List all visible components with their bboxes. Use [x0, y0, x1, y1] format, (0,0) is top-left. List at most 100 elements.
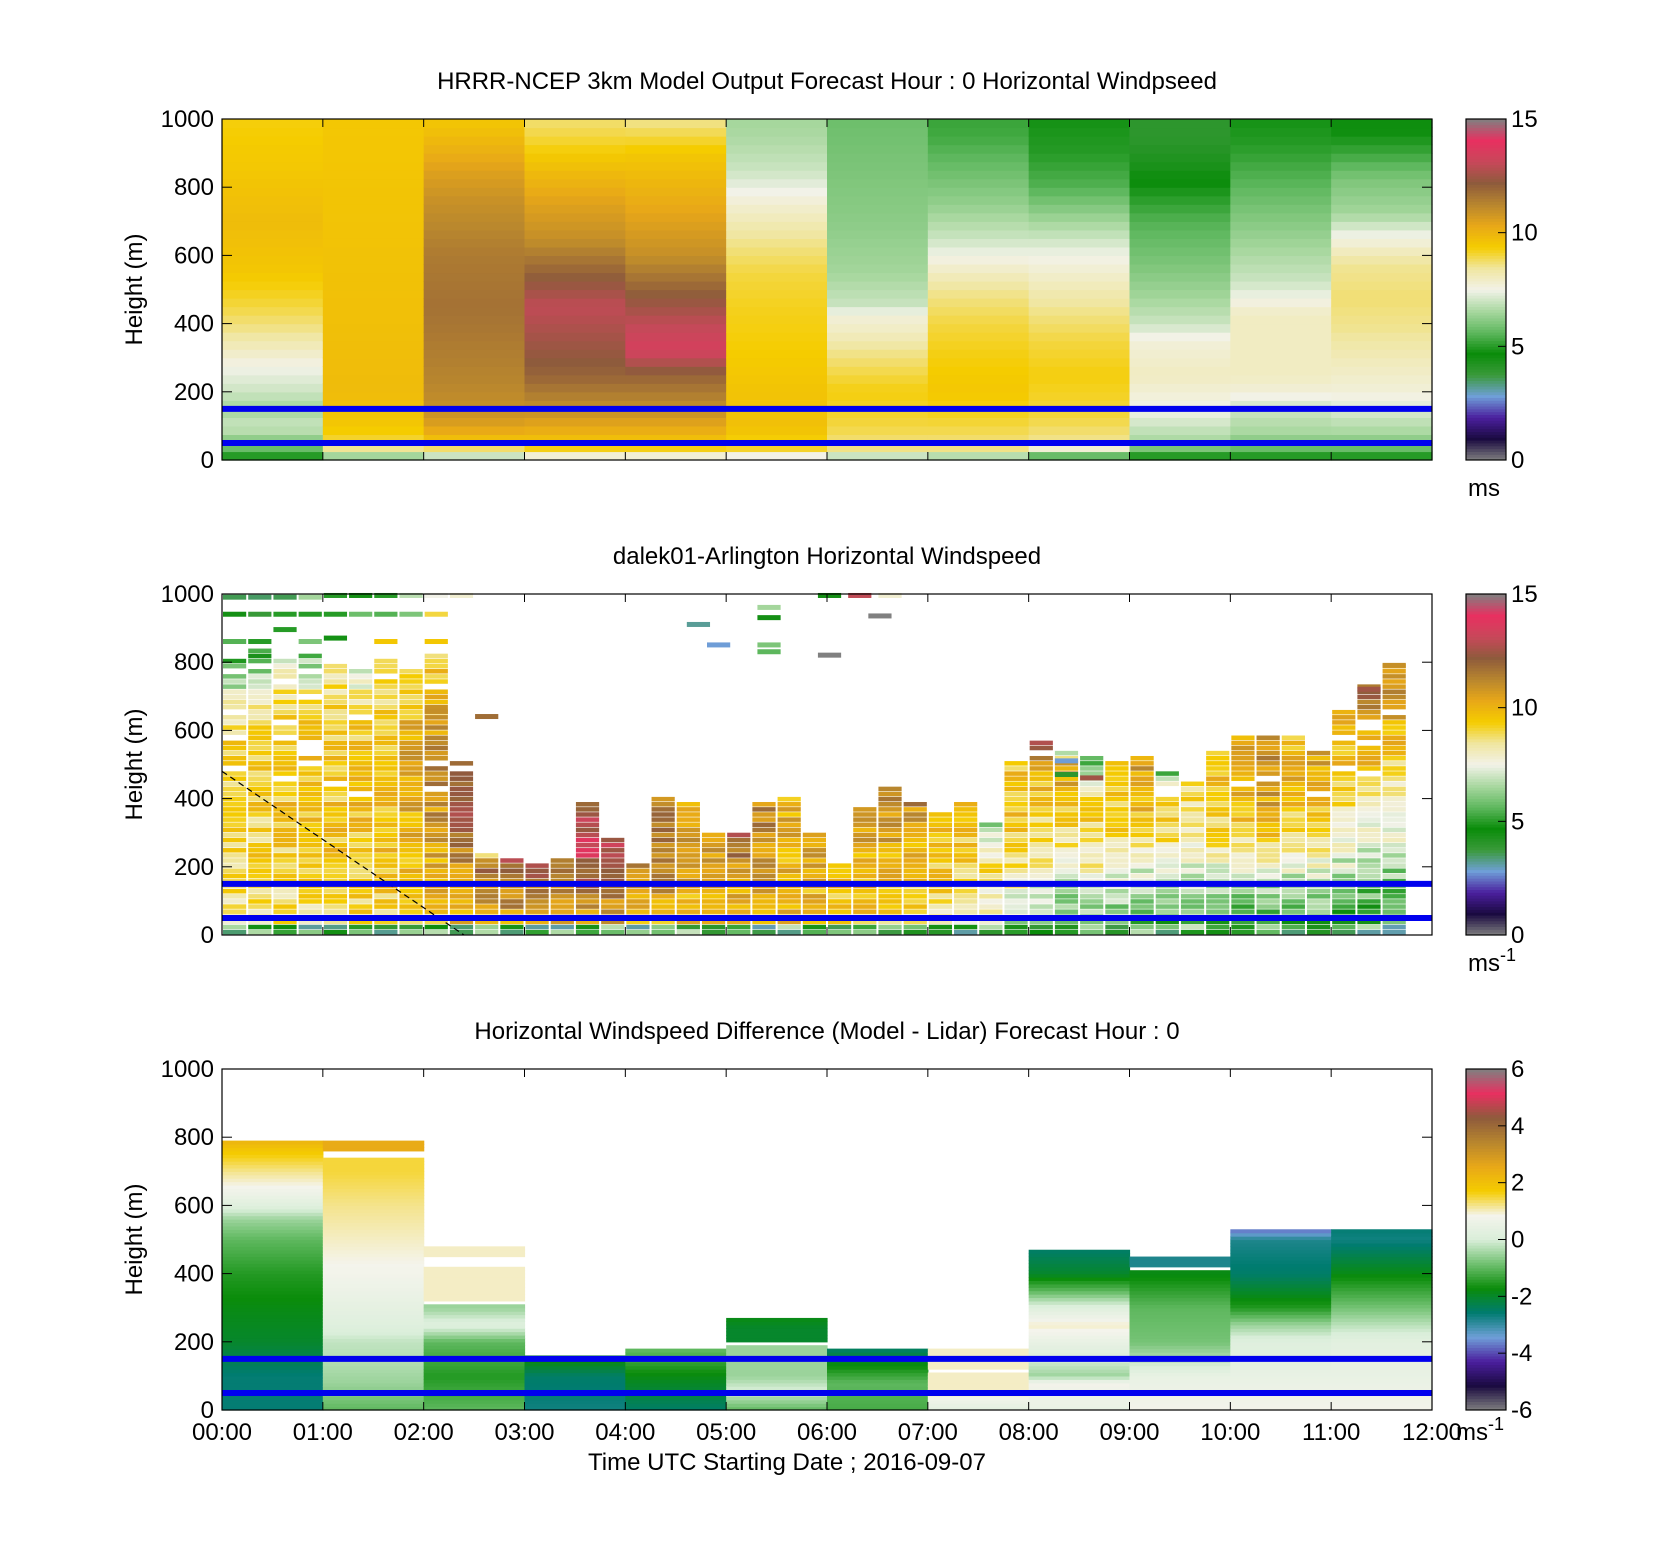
heatmap-cell	[322, 1140, 425, 1145]
heatmap-cell	[1281, 894, 1305, 899]
heatmap-cell	[1331, 153, 1433, 163]
heatmap-cell	[322, 1287, 425, 1292]
heatmap-cell	[322, 315, 425, 325]
heatmap-cell	[802, 848, 826, 853]
heatmap-cell	[1331, 451, 1433, 461]
heatmap-cell	[1155, 924, 1179, 930]
heatmap-cell	[524, 417, 626, 427]
heatmap-cell	[1180, 924, 1205, 930]
heatmap-cell	[802, 858, 826, 863]
heatmap-cell	[1080, 842, 1104, 848]
heatmap-cell	[1382, 720, 1406, 725]
heatmap-cell	[524, 1362, 626, 1367]
heatmap-cell	[1129, 374, 1231, 384]
heatmap-cell	[1130, 929, 1154, 935]
heatmap-cell	[449, 888, 474, 894]
heatmap-cell	[1028, 280, 1131, 291]
heatmap-cell	[248, 802, 272, 807]
heatmap-cell	[223, 761, 247, 766]
heatmap-cell	[222, 1375, 324, 1380]
heatmap-cell	[1332, 858, 1356, 863]
heatmap-cell	[399, 837, 423, 843]
colorbar-segment	[1466, 1074, 1506, 1079]
x-tick-label: 10:00	[1200, 1419, 1260, 1446]
heatmap-cell	[625, 408, 727, 418]
heatmap-cell	[449, 929, 474, 935]
heatmap-cell	[1332, 868, 1356, 874]
colorbar-segment	[1466, 1276, 1506, 1280]
heatmap-cell	[927, 221, 1030, 231]
heatmap-cell	[222, 229, 324, 239]
heatmap-cell	[1155, 919, 1179, 925]
heatmap-cell	[1357, 842, 1381, 848]
heatmap-cell	[1382, 909, 1406, 914]
heatmap-cell	[423, 136, 526, 146]
heatmap-cell	[827, 170, 929, 180]
heatmap-cell	[1357, 761, 1381, 766]
heatmap-cell	[701, 909, 726, 914]
heatmap-cell	[424, 674, 448, 679]
heatmap-cell	[1206, 899, 1230, 904]
heatmap-cell	[1130, 899, 1154, 904]
heatmap-cell	[475, 873, 499, 879]
heatmap-cell	[1029, 802, 1053, 807]
heatmap-cell	[1206, 822, 1230, 827]
heatmap-cell	[954, 817, 978, 822]
heatmap-cell	[1357, 919, 1381, 925]
heatmap-cell	[1028, 1287, 1131, 1292]
heatmap-cell	[423, 1352, 526, 1357]
heatmap-cell	[827, 1396, 929, 1401]
heatmap-cell	[424, 781, 448, 787]
colorbar-segment	[1466, 417, 1506, 421]
heatmap-cell	[273, 817, 297, 822]
heatmap-cell	[298, 868, 322, 874]
heatmap-cell	[827, 434, 929, 444]
heatmap-cell	[1004, 842, 1028, 848]
heatmap-cell	[322, 434, 425, 444]
heatmap-cell	[1331, 1365, 1433, 1370]
heatmap-cell	[322, 298, 425, 308]
heatmap-cell	[424, 873, 448, 879]
heatmap-cell	[878, 786, 902, 792]
heatmap-cell	[449, 924, 474, 930]
heatmap-cell	[1331, 204, 1433, 214]
heatmap-cell	[1230, 1382, 1332, 1387]
heatmap-cell	[726, 298, 828, 308]
heatmap-cell	[903, 848, 927, 853]
heatmap-cell	[777, 863, 801, 868]
heatmap-cell	[1105, 807, 1129, 812]
heatmap-cell	[828, 863, 852, 868]
colorbar-segment	[1466, 255, 1506, 259]
x-tick-label: 01:00	[293, 1419, 353, 1446]
heatmap-cell	[1028, 1406, 1131, 1411]
heatmap-cell	[424, 888, 448, 894]
heatmap-cell	[1332, 807, 1356, 812]
colorbar-segment	[1466, 807, 1506, 811]
heatmap-cell	[423, 340, 526, 350]
heatmap-cell	[1129, 1369, 1231, 1374]
heatmap-cell	[1281, 837, 1305, 843]
heatmap-cell	[1080, 822, 1104, 827]
colorbar-segment	[1466, 406, 1506, 410]
heatmap-cell	[1206, 812, 1230, 817]
colorbar-segment	[1466, 738, 1506, 743]
heatmap-cell	[298, 894, 322, 899]
heatmap-cell	[777, 802, 801, 807]
heatmap-cell	[752, 837, 776, 843]
heatmap-cell	[878, 888, 902, 894]
heatmap-cell	[222, 1283, 324, 1288]
colorbar-segment	[1466, 1373, 1506, 1377]
colorbar-segment	[1466, 1069, 1506, 1073]
heatmap-cell	[1028, 1311, 1131, 1316]
heatmap-cell	[449, 919, 474, 925]
heatmap-cell	[676, 868, 700, 874]
heatmap-cell	[752, 863, 776, 868]
heatmap-cell	[927, 1352, 1030, 1357]
heatmap-cell	[1129, 442, 1231, 453]
heatmap-cell	[524, 212, 626, 222]
heatmap-cell	[298, 786, 322, 792]
heatmap-cell	[298, 899, 322, 904]
heatmap-cell	[726, 170, 828, 180]
heatmap-cell	[927, 238, 1030, 248]
